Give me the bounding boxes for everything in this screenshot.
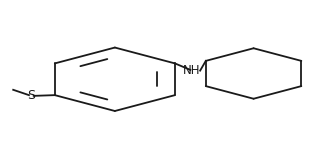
Text: NH: NH bbox=[183, 64, 200, 77]
Text: S: S bbox=[27, 89, 35, 102]
